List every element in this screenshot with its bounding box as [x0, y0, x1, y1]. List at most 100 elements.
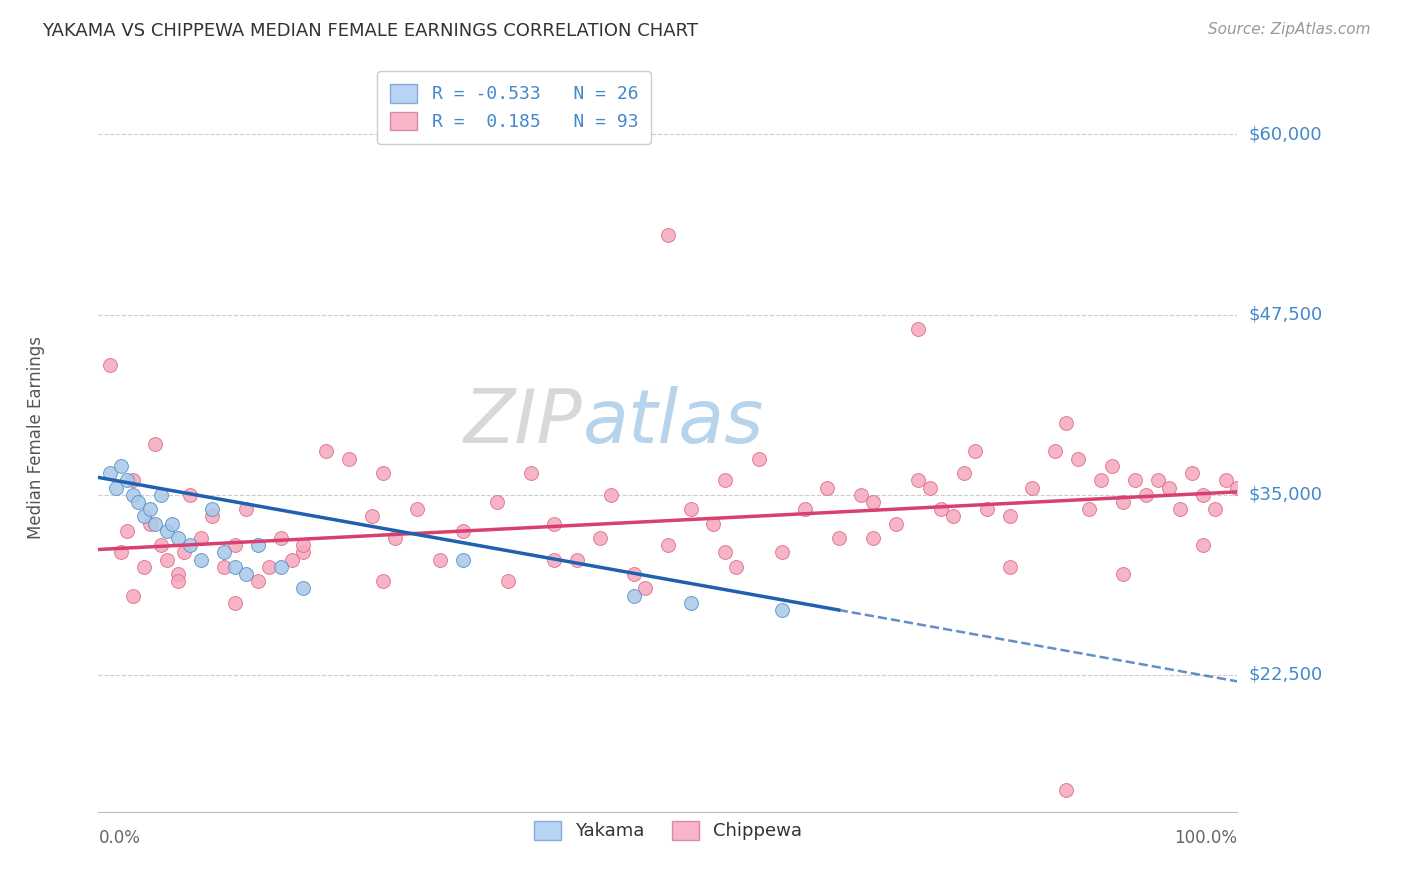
Point [167, 531, 190, 545]
Text: $22,500: $22,500 [1249, 665, 1323, 684]
Point [150, 538, 173, 552]
Point [1056, 783, 1078, 797]
Point [1204, 502, 1226, 516]
Point [1170, 502, 1192, 516]
Point [679, 502, 702, 516]
Point [145, 437, 167, 451]
Point [179, 538, 201, 552]
Point [543, 516, 565, 531]
Point [976, 502, 998, 516]
Point [1123, 473, 1146, 487]
Point [150, 488, 173, 502]
Point [634, 582, 657, 596]
Point [498, 574, 520, 589]
Point [1192, 538, 1215, 552]
Point [965, 444, 987, 458]
Point [292, 582, 315, 596]
Point [246, 574, 269, 589]
Point [1135, 488, 1157, 502]
Legend: Yakama, Chippewa: Yakama, Chippewa [526, 814, 810, 847]
Point [884, 516, 907, 531]
Text: $60,000: $60,000 [1249, 126, 1322, 144]
Text: 100.0%: 100.0% [1174, 829, 1237, 847]
Point [702, 516, 724, 531]
Point [337, 451, 360, 466]
Text: 0.0%: 0.0% [98, 829, 141, 847]
Point [110, 545, 132, 559]
Point [138, 516, 160, 531]
Point [1226, 481, 1249, 495]
Point [98, 358, 121, 372]
Point [929, 502, 952, 516]
Point [793, 502, 815, 516]
Point [1021, 481, 1043, 495]
Text: ZIP: ZIP [464, 386, 582, 458]
Point [1215, 473, 1237, 487]
Text: Source: ZipAtlas.com: Source: ZipAtlas.com [1208, 22, 1371, 37]
Point [235, 502, 257, 516]
Point [132, 509, 155, 524]
Point [190, 531, 212, 545]
Point [406, 502, 429, 516]
Point [998, 559, 1021, 574]
Point [770, 545, 793, 559]
Point [121, 473, 143, 487]
Point [156, 524, 179, 538]
Point [714, 473, 737, 487]
Point [104, 481, 127, 495]
Point [246, 538, 269, 552]
Point [292, 545, 315, 559]
Point [1112, 495, 1135, 509]
Text: atlas: atlas [582, 386, 763, 458]
Point [815, 481, 838, 495]
Point [115, 524, 138, 538]
Point [1157, 481, 1180, 495]
Point [224, 596, 246, 610]
Point [862, 531, 884, 545]
Point [862, 495, 884, 509]
Point [942, 509, 965, 524]
Point [1056, 416, 1078, 430]
Text: YAKAMA VS CHIPPEWA MEDIAN FEMALE EARNINGS CORRELATION CHART: YAKAMA VS CHIPPEWA MEDIAN FEMALE EARNING… [42, 22, 699, 40]
Point [201, 502, 224, 516]
Point [748, 451, 770, 466]
Point [110, 458, 132, 473]
Point [714, 545, 737, 559]
Point [520, 466, 543, 480]
Point [315, 444, 337, 458]
Point [1101, 458, 1123, 473]
Point [657, 538, 679, 552]
Point [770, 603, 793, 617]
Point [565, 552, 588, 566]
Point [145, 516, 167, 531]
Point [486, 495, 509, 509]
Point [156, 552, 179, 566]
Point [167, 566, 190, 581]
Point [127, 495, 149, 509]
Point [657, 228, 679, 243]
Point [623, 589, 645, 603]
Point [371, 466, 394, 480]
Point [138, 502, 160, 516]
Point [235, 566, 257, 581]
Point [384, 531, 406, 545]
Point [828, 531, 851, 545]
Point [270, 559, 292, 574]
Point [190, 552, 212, 566]
Point [132, 559, 155, 574]
Point [679, 596, 702, 610]
Point [371, 574, 394, 589]
Point [907, 322, 929, 336]
Point [281, 552, 304, 566]
Point [224, 559, 246, 574]
Point [179, 488, 201, 502]
Point [588, 531, 610, 545]
Text: $35,000: $35,000 [1249, 486, 1323, 504]
Point [851, 488, 873, 502]
Point [167, 574, 190, 589]
Point [162, 516, 184, 531]
Point [1043, 444, 1066, 458]
Point [953, 466, 976, 480]
Point [429, 552, 451, 566]
Text: $47,500: $47,500 [1249, 306, 1323, 324]
